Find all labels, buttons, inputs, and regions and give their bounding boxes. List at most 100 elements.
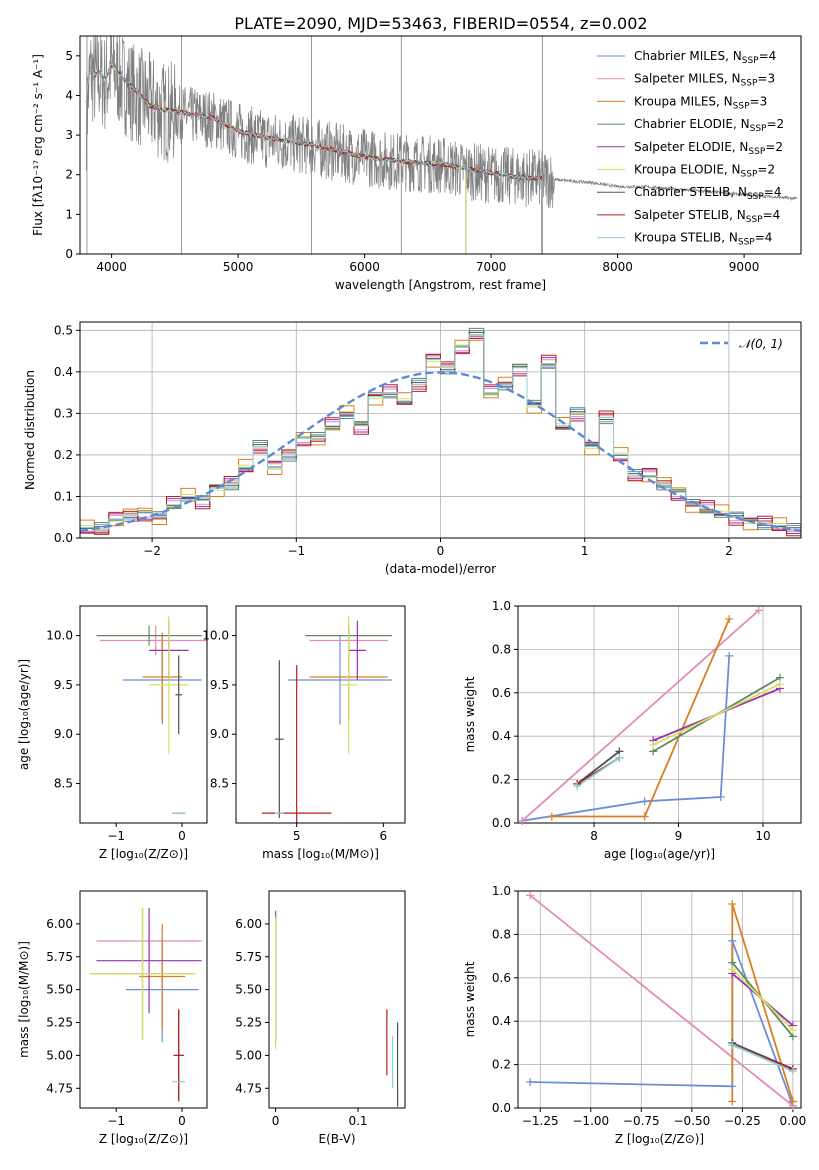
age_weight-ytick-label: 0.8 bbox=[492, 642, 511, 656]
residuals-xtick-label: 2 bbox=[725, 544, 733, 558]
ebv_mass-plot-area bbox=[274, 910, 399, 1107]
age_weight-marker bbox=[547, 812, 556, 821]
legend-label-sub: SSP bbox=[747, 192, 764, 202]
spectrum-plot-area bbox=[85, 36, 798, 254]
spectrum-ylabel: Flux [fλ10⁻¹⁷ erg cm⁻² s⁻¹ A⁻¹] bbox=[31, 54, 45, 236]
spectrum-xtick-label: 8000 bbox=[602, 260, 633, 274]
z_weight-xlabel: Z [log₁₀(Z/Z⊙)] bbox=[615, 1132, 704, 1146]
mass_age-xtick-label: 6 bbox=[380, 829, 388, 843]
residuals-plot-area bbox=[80, 327, 801, 538]
z_mass-ytick-label: 6.00 bbox=[46, 917, 73, 931]
age_weight-line-3 bbox=[551, 618, 731, 818]
ebv_mass-xtick-label: 0.1 bbox=[348, 1114, 367, 1128]
z_weight-line-6 bbox=[731, 968, 794, 1031]
z_weight-xtick-label: −0.75 bbox=[623, 1114, 660, 1128]
mass_age-xtick-label: 5 bbox=[293, 829, 301, 843]
spectrum-ytick-label: 0 bbox=[65, 247, 73, 261]
ebv_mass-ytick-label: 5.50 bbox=[235, 983, 262, 997]
age_weight-line-2 bbox=[521, 609, 760, 822]
legend-label-main: Salpeter ELODIE, N bbox=[634, 140, 748, 154]
age_weight-marker bbox=[640, 797, 649, 806]
z_weight-ytick-label: 1.0 bbox=[492, 884, 511, 898]
z_age-ytick-label: 9.5 bbox=[54, 678, 73, 692]
age_weight-ytick-label: 0.6 bbox=[492, 686, 511, 700]
z_weight-ytick-label: 0.2 bbox=[492, 1058, 511, 1072]
mass_age-ytick-label: 10.0 bbox=[202, 629, 229, 643]
z_weight-axes bbox=[518, 890, 801, 1109]
ebv_mass-xlabel: E(B-V) bbox=[318, 1132, 355, 1146]
z_weight-line-9 bbox=[731, 1044, 794, 1072]
z_age-axes bbox=[96, 615, 207, 814]
z_age-frame bbox=[79, 605, 208, 824]
normal-curve bbox=[80, 371, 801, 532]
legend-label-5: Salpeter ELODIE, NSSP=2 bbox=[634, 140, 783, 157]
age_weight-marker bbox=[615, 753, 624, 762]
mass_age-ytick-label: 9.0 bbox=[210, 727, 229, 741]
z_mass-ytick-label: 5.25 bbox=[46, 1016, 73, 1030]
residuals-ytick-label: 0.4 bbox=[54, 365, 73, 379]
z_weight-plot-area bbox=[529, 894, 794, 1107]
spectrum-ytick-label: 4 bbox=[65, 88, 73, 102]
z_weight-marker bbox=[728, 1097, 737, 1106]
z_weight-line-3 bbox=[731, 903, 794, 1102]
ebv_mass-frame bbox=[268, 890, 406, 1109]
spectrum-model-4 bbox=[85, 65, 543, 254]
legend-label-main: Salpeter MILES, N bbox=[634, 72, 741, 86]
legend-label-main: Chabrier ELODIE, N bbox=[634, 117, 750, 131]
legend-label-sub: SSP bbox=[750, 124, 767, 134]
z_mass-xlabel: Z [log₁₀(Z/Z⊙)] bbox=[99, 1132, 188, 1146]
z_mass-ylabel: mass [log₁₀(M/M⊙)] bbox=[17, 941, 31, 1058]
legend-label-main: Kroupa STELIB, N bbox=[634, 231, 738, 245]
z_weight-xtick-label: −0.50 bbox=[673, 1114, 710, 1128]
residuals-xtick-label: −1 bbox=[287, 544, 305, 558]
z_mass-ytick-label: 5.75 bbox=[46, 950, 73, 964]
age_weight-axes bbox=[518, 605, 801, 824]
age_weight-marker bbox=[573, 782, 582, 791]
z_weight-marker bbox=[728, 936, 737, 945]
spectrum-ytick-label: 5 bbox=[65, 49, 73, 63]
legend-label-tail: =2 bbox=[766, 117, 784, 131]
z_age-ylabel: age [log₁₀(age/yr)] bbox=[17, 659, 31, 770]
legend-label-sub: SSP bbox=[748, 147, 765, 157]
age_weight-marker bbox=[716, 792, 725, 801]
spectrum-xtick-label: 6000 bbox=[349, 260, 380, 274]
age_weight-marker bbox=[649, 740, 658, 749]
spectrum-ytick-label: 3 bbox=[65, 128, 73, 142]
legend-label-2: Salpeter MILES, NSSP=3 bbox=[634, 72, 775, 89]
spectrum-axes bbox=[85, 36, 798, 254]
age_weight-ylabel: mass weight bbox=[463, 676, 477, 752]
age_weight-xtick-label: 8 bbox=[590, 829, 598, 843]
ebv_mass-ytick-label: 4.75 bbox=[235, 1081, 262, 1095]
age_weight-marker bbox=[518, 816, 527, 825]
age_weight-xlabel: age [log₁₀(age/yr)] bbox=[604, 847, 715, 861]
mass_age-ytick-label: 9.5 bbox=[210, 678, 229, 692]
figure-title: PLATE=2090, MJD=53463, FIBERID=0554, z=0… bbox=[234, 14, 647, 33]
z_weight-xtick-label: 0.00 bbox=[780, 1114, 807, 1128]
legend-label-1: Chabrier MILES, NSSP=4 bbox=[634, 49, 776, 66]
age_weight-marker bbox=[640, 812, 649, 821]
z_age-ytick-label: 8.5 bbox=[54, 777, 73, 791]
age_weight-marker bbox=[725, 615, 734, 624]
legend-label-sub: SSP bbox=[746, 215, 763, 225]
legend-label-tail: =3 bbox=[750, 94, 768, 108]
legend-label-tail: =4 bbox=[755, 231, 773, 245]
ebv_mass-xtick-label: 0 bbox=[272, 1114, 280, 1128]
mass_age-plot-area bbox=[262, 615, 392, 823]
z_mass-ytick-label: 4.75 bbox=[46, 1081, 73, 1095]
z_weight-marker bbox=[728, 1082, 737, 1091]
legend-label-main: Chabrier STELIB, N bbox=[634, 185, 747, 199]
age_weight-line-7 bbox=[576, 750, 620, 785]
legend-label-sub: SSP bbox=[738, 238, 755, 248]
mass_age-xlabel: mass [log₁₀(M/M⊙)] bbox=[262, 847, 379, 861]
z_weight-ytick-label: 0.6 bbox=[492, 971, 511, 985]
age_weight-ytick-label: 0.2 bbox=[492, 773, 511, 787]
z_age-xtick-label: −1 bbox=[107, 829, 125, 843]
spectrum-frame bbox=[79, 35, 802, 255]
z_age-ytick-label: 10.0 bbox=[46, 629, 73, 643]
ebv_mass-ytick-label: 5.75 bbox=[235, 950, 262, 964]
spectrum-xtick-label: 5000 bbox=[223, 260, 254, 274]
legend-label-7: Chabrier STELIB, NSSP=4 bbox=[634, 185, 782, 202]
legend-label-tail: =4 bbox=[764, 185, 782, 199]
age_weight-xtick-label: 10 bbox=[755, 829, 770, 843]
mass_age-ytick-label: 8.5 bbox=[210, 777, 229, 791]
